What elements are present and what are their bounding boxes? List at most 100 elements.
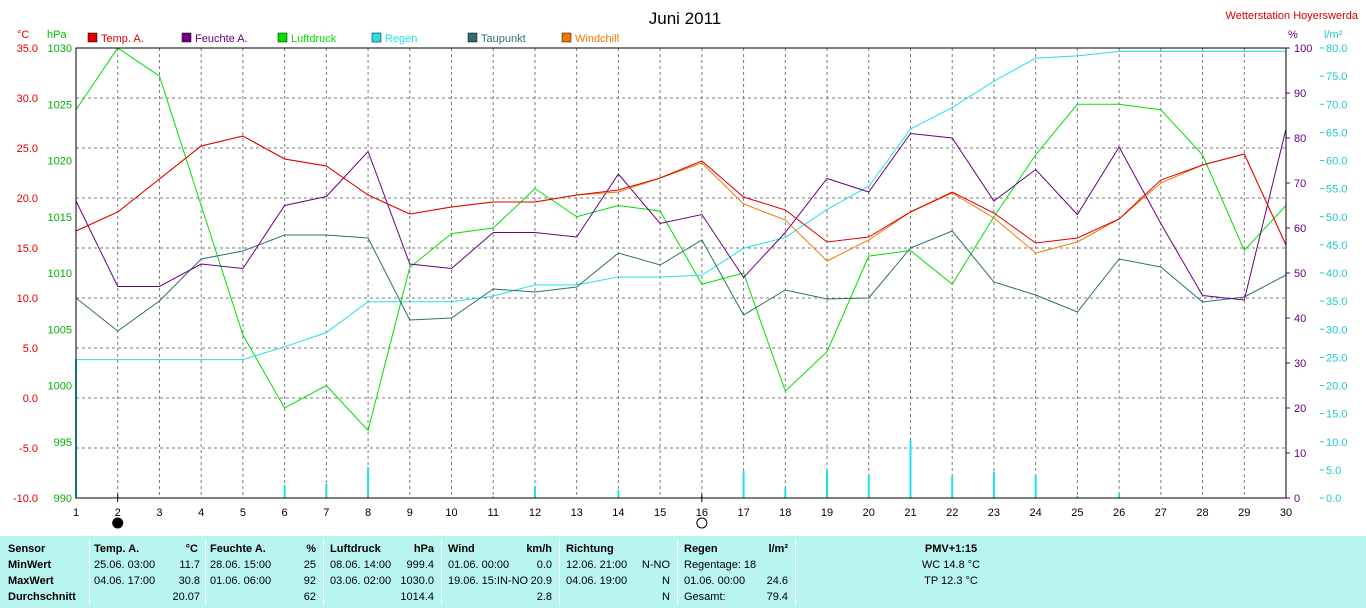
wind-max-value: 20.9 [530, 575, 552, 587]
temp-min-when: 25.06. 03:00 [94, 559, 156, 571]
humidity-tick: 20 [1294, 403, 1306, 415]
legend-label: Feuchte A. [195, 33, 248, 45]
humidity-tick: 100 [1294, 43, 1312, 55]
humidity-min-value: 25 [303, 559, 316, 571]
pressure-tick: 995 [54, 437, 72, 449]
legend-swatch [181, 32, 192, 43]
humidity-tick: 40 [1294, 313, 1306, 325]
temp-tick: 25.0 [17, 143, 38, 155]
rain-tick: 35.0 [1326, 296, 1347, 308]
station-name: Wetterstation Hoyerswerda [1226, 10, 1359, 22]
x-tick-label: 23 [988, 507, 1000, 519]
wind-unit: km/h [526, 543, 552, 555]
direction-title: Richtung [566, 543, 614, 555]
rain-tick: 70.0 [1326, 99, 1347, 111]
pressure-tick: 1015 [48, 212, 72, 224]
temp-title: Temp. A. [94, 543, 140, 555]
x-tick-label: 7 [323, 507, 329, 519]
temp-avg-value: 20.07 [172, 591, 200, 603]
rain-tick: 50.0 [1326, 212, 1347, 224]
x-tick-label: 30 [1280, 507, 1292, 519]
rain-tick: 10.0 [1326, 437, 1347, 449]
rain-axis: 80.0 75.0 70.0 65.0 60.0 55.0 50.0 45.0 40.0 35.0… [1320, 43, 1347, 505]
temp-tick: 20.0 [17, 193, 38, 205]
pressure-unit: hPa [413, 543, 434, 555]
pressure-tick: 1000 [48, 381, 72, 393]
rain-tick: 55.0 [1326, 184, 1347, 196]
rain-tick: 80.0 [1326, 43, 1347, 55]
temp-unit: °C [185, 543, 198, 555]
temp-tick: 15.0 [17, 243, 38, 255]
sensor-row-avg: Durchschnitt [8, 591, 76, 603]
humidity-tick: 70 [1294, 178, 1306, 190]
rain-max-when: 01.06. 00:00 [684, 575, 746, 587]
rain-bar [367, 467, 370, 498]
moon-markers [112, 494, 708, 529]
stats-direction: Richtung 12.06. 21:00 N-NO 04.06. 19:00 … [560, 536, 676, 608]
pressure-min-value: 999.4 [406, 559, 434, 571]
rain-unit: l/m² [768, 543, 788, 555]
rain-title: Regen [684, 543, 718, 555]
legend-swatch [87, 32, 98, 43]
x-tick-label: 15 [654, 507, 666, 519]
rain-bar [325, 483, 328, 498]
x-tick-label: 17 [737, 507, 749, 519]
legend: Temp. A. Feuchte A. Luftdruck Regen Taupunkt… [87, 32, 619, 45]
humidity-tick: 30 [1294, 358, 1306, 370]
x-tick-label: 6 [282, 507, 288, 519]
rain-unit-label: l/m² [1324, 29, 1343, 41]
rain-tick: 20.0 [1326, 381, 1347, 393]
pressure-title: Luftdruck [330, 543, 381, 555]
rain-tick: 40.0 [1326, 268, 1347, 280]
rain-bar [492, 496, 495, 498]
x-tick-label: 5 [240, 507, 246, 519]
temp-tick: 10.0 [17, 293, 38, 305]
humidity-max-when: 01.06. 06:00 [210, 575, 272, 587]
rain-bar [1034, 474, 1037, 498]
x-tick-label: 2 [115, 507, 121, 519]
rain-tick: 5.0 [1326, 465, 1341, 477]
wind-max-when: 19.06. 15:IN-NO [448, 575, 529, 587]
humidity-tick: 90 [1294, 88, 1306, 100]
series-line-luftdruck [75, 47, 1287, 432]
rain-bar [992, 471, 995, 498]
rain-bar [1118, 493, 1121, 498]
x-tick-label: 24 [1030, 507, 1042, 519]
x-tick-label: 10 [445, 507, 457, 519]
x-tick-label: 19 [821, 507, 833, 519]
rain-total-label: Gesamt: [684, 591, 726, 603]
pressure-tick: 1005 [48, 324, 72, 336]
legend-label: Regen [385, 33, 417, 45]
x-tick-label: 20 [863, 507, 875, 519]
temp-tick: 5.0 [23, 343, 38, 355]
legend-swatch [467, 32, 478, 43]
rain-tick: 45.0 [1326, 240, 1347, 252]
humidity-tick: 50 [1294, 268, 1306, 280]
x-tick-label: 16 [696, 507, 708, 519]
direction-max-value: N [662, 575, 670, 587]
humidity-tick: 60 [1294, 223, 1306, 235]
wind-min-when: 01.06. 00:00 [448, 559, 510, 571]
x-tick-label: 1 [73, 507, 79, 519]
legend-swatch [277, 32, 288, 43]
x-tick-label: 13 [571, 507, 583, 519]
grid [76, 48, 1286, 498]
x-tick-label: 12 [529, 507, 541, 519]
x-tick-label: 21 [904, 507, 916, 519]
rain-bar [617, 490, 620, 498]
stats-pmv: PMV+1:15 WC 14.8 °C TP 12.3 °C [796, 536, 1106, 608]
plot-frame [75, 47, 1287, 499]
stats-rain: Regen l/m² Regentage: 18 01.06. 00:00 24… [678, 536, 794, 608]
series-lines [75, 47, 1287, 432]
humidity-tick: 80 [1294, 133, 1306, 145]
pressure-tick: 990 [54, 493, 72, 505]
rain-bar [951, 476, 954, 498]
temp-tick: -10.0 [13, 493, 38, 505]
legend-swatch [561, 32, 572, 43]
sensor-row-min: MinWert [8, 559, 52, 571]
x-tick-label: 9 [407, 507, 413, 519]
x-tick-label: 11 [488, 507, 499, 519]
rain-tick: 0.0 [1326, 493, 1341, 505]
rain-bar [826, 469, 829, 498]
